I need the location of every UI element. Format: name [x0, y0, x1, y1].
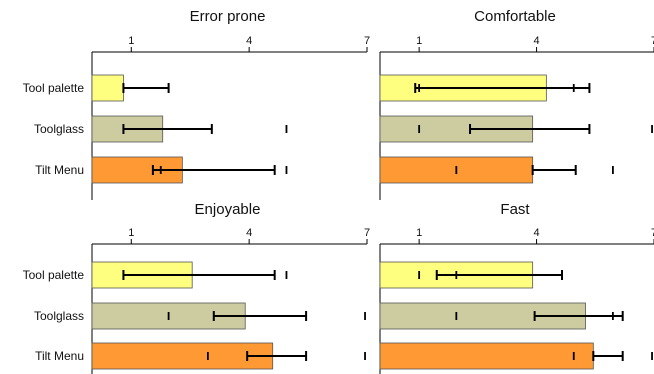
x-tick-label: 7	[651, 227, 654, 239]
chart-panel-2: Enjoyable 1 4 7 Tool palette Toolglass Tilt Me…	[23, 201, 370, 374]
bar-tilt-menu	[91, 342, 274, 370]
x-tick-label: 4	[534, 35, 540, 47]
x-tick-label: 7	[364, 35, 370, 47]
x-tick-label: 4	[246, 227, 252, 239]
x-tick-label: 1	[128, 35, 134, 47]
category-label: Tilt Menu	[35, 163, 84, 177]
chart-panel-3: Fast 1 4 7	[379, 201, 654, 374]
category-label: Tool palette	[23, 268, 85, 282]
x-tick-label: 7	[364, 227, 370, 239]
panel-title: Enjoyable	[195, 201, 261, 218]
x-tick-label: 1	[416, 35, 422, 47]
panel-title: Error prone	[190, 8, 266, 25]
category-label: Tool palette	[23, 81, 85, 95]
x-tick-label: 1	[416, 227, 422, 239]
category-label: Tilt Menu	[35, 349, 84, 363]
category-label: Toolglass	[34, 309, 84, 323]
chart-panel-1: Comfortable 1 4 7	[379, 8, 654, 200]
bar-tilt-menu	[379, 342, 594, 370]
x-tick-label: 7	[651, 35, 654, 47]
category-label: Toolglass	[34, 122, 84, 136]
x-tick-label: 4	[534, 227, 540, 239]
panel-title: Fast	[500, 201, 530, 218]
x-tick-label: 1	[128, 227, 134, 239]
chart-panel-0: Error prone 1 4 7 Tool palette Toolglass Tilt …	[23, 8, 370, 200]
x-tick-label: 4	[246, 35, 252, 47]
panel-title: Comfortable	[474, 8, 556, 25]
bar-tool-palette	[91, 74, 124, 102]
